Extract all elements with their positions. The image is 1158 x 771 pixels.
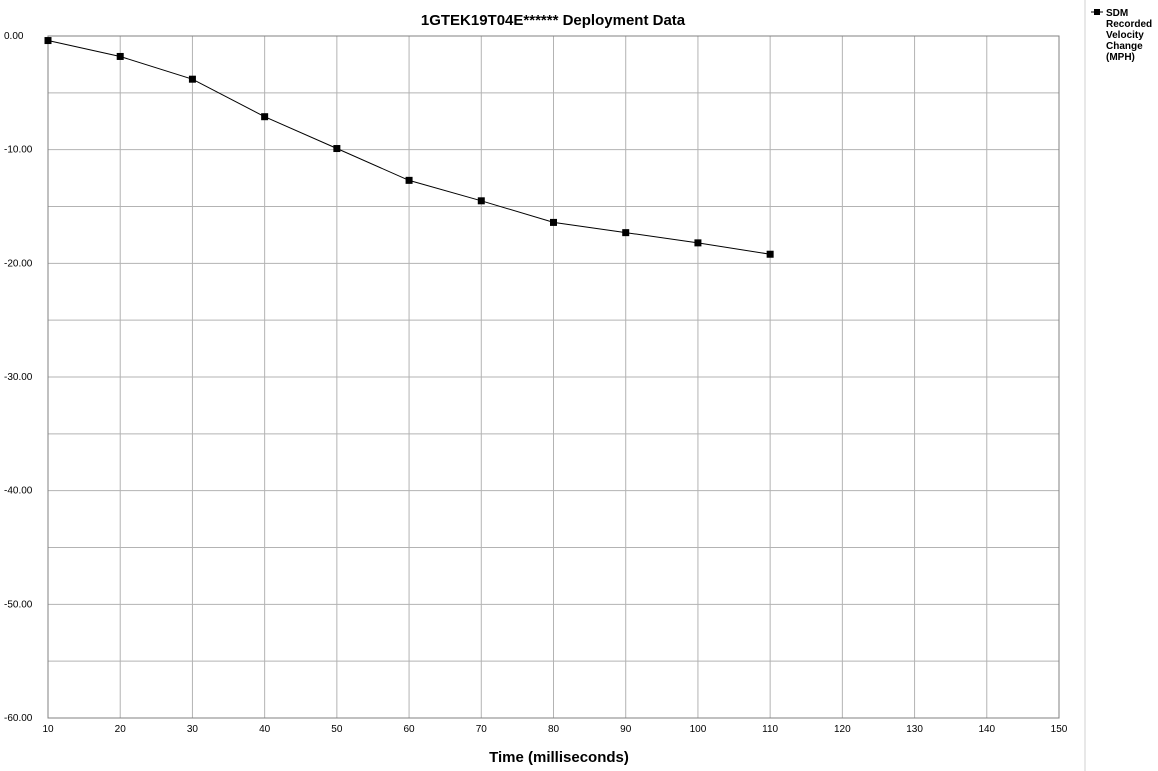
y-tick-label: 0.00 xyxy=(4,31,24,42)
legend-label: SDM xyxy=(1106,8,1128,19)
data-point-marker xyxy=(694,239,702,247)
data-point-marker xyxy=(405,176,413,184)
x-tick-label: 140 xyxy=(978,724,995,735)
x-tick-label: 90 xyxy=(620,724,632,735)
x-tick-label: 80 xyxy=(548,724,560,735)
x-tick-label: 120 xyxy=(834,724,851,735)
data-point-marker xyxy=(477,197,485,205)
legend-label: Recorded xyxy=(1106,19,1152,30)
legend-label: (MPH) xyxy=(1106,52,1135,63)
y-tick-label: -50.00 xyxy=(4,599,33,610)
data-point-marker xyxy=(333,145,341,153)
series-group xyxy=(44,37,774,258)
legend-label: Velocity xyxy=(1106,30,1144,41)
x-tick-label: 60 xyxy=(404,724,416,735)
x-tick-label: 10 xyxy=(42,724,54,735)
x-tick-label: 20 xyxy=(115,724,127,735)
x-tick-label: 150 xyxy=(1051,724,1068,735)
data-point-marker xyxy=(44,37,52,45)
x-axis-label: Time (milliseconds) xyxy=(489,749,629,766)
legend-marker xyxy=(1094,9,1100,15)
x-tick-label: 50 xyxy=(331,724,343,735)
x-tick-label: 110 xyxy=(762,724,778,735)
x-tick-label: 30 xyxy=(187,724,199,735)
data-point-marker xyxy=(261,113,269,121)
y-tick-label: -40.00 xyxy=(4,486,33,497)
y-tick-label: -60.00 xyxy=(4,713,33,724)
y-tick-label: -30.00 xyxy=(4,372,33,383)
x-tick-label: 70 xyxy=(476,724,488,735)
x-tick-label: 100 xyxy=(690,724,707,735)
chart-title: 1GTEK19T04E****** Deployment Data xyxy=(421,12,686,29)
y-tick-label: -10.00 xyxy=(4,145,33,156)
data-point-marker xyxy=(116,52,124,60)
data-point-marker xyxy=(550,218,557,226)
data-point-marker xyxy=(766,250,774,258)
y-tick-label: -20.00 xyxy=(4,258,33,269)
legend-label: Change xyxy=(1106,41,1143,52)
plot-frame xyxy=(47,35,1060,719)
data-point-marker xyxy=(188,75,196,83)
x-tick-label: 130 xyxy=(906,724,923,735)
data-point-marker xyxy=(622,229,630,237)
x-axis-ticks: 10 20 30 40 50 60 70 80 90 100 110 120 130 140 150 xyxy=(42,724,1067,735)
x-tick-label: 40 xyxy=(259,724,271,735)
y-axis-ticks: 0.00 -10.00 -20.00 -30.00 -40.00 -50.00 -60.00 xyxy=(4,31,33,724)
